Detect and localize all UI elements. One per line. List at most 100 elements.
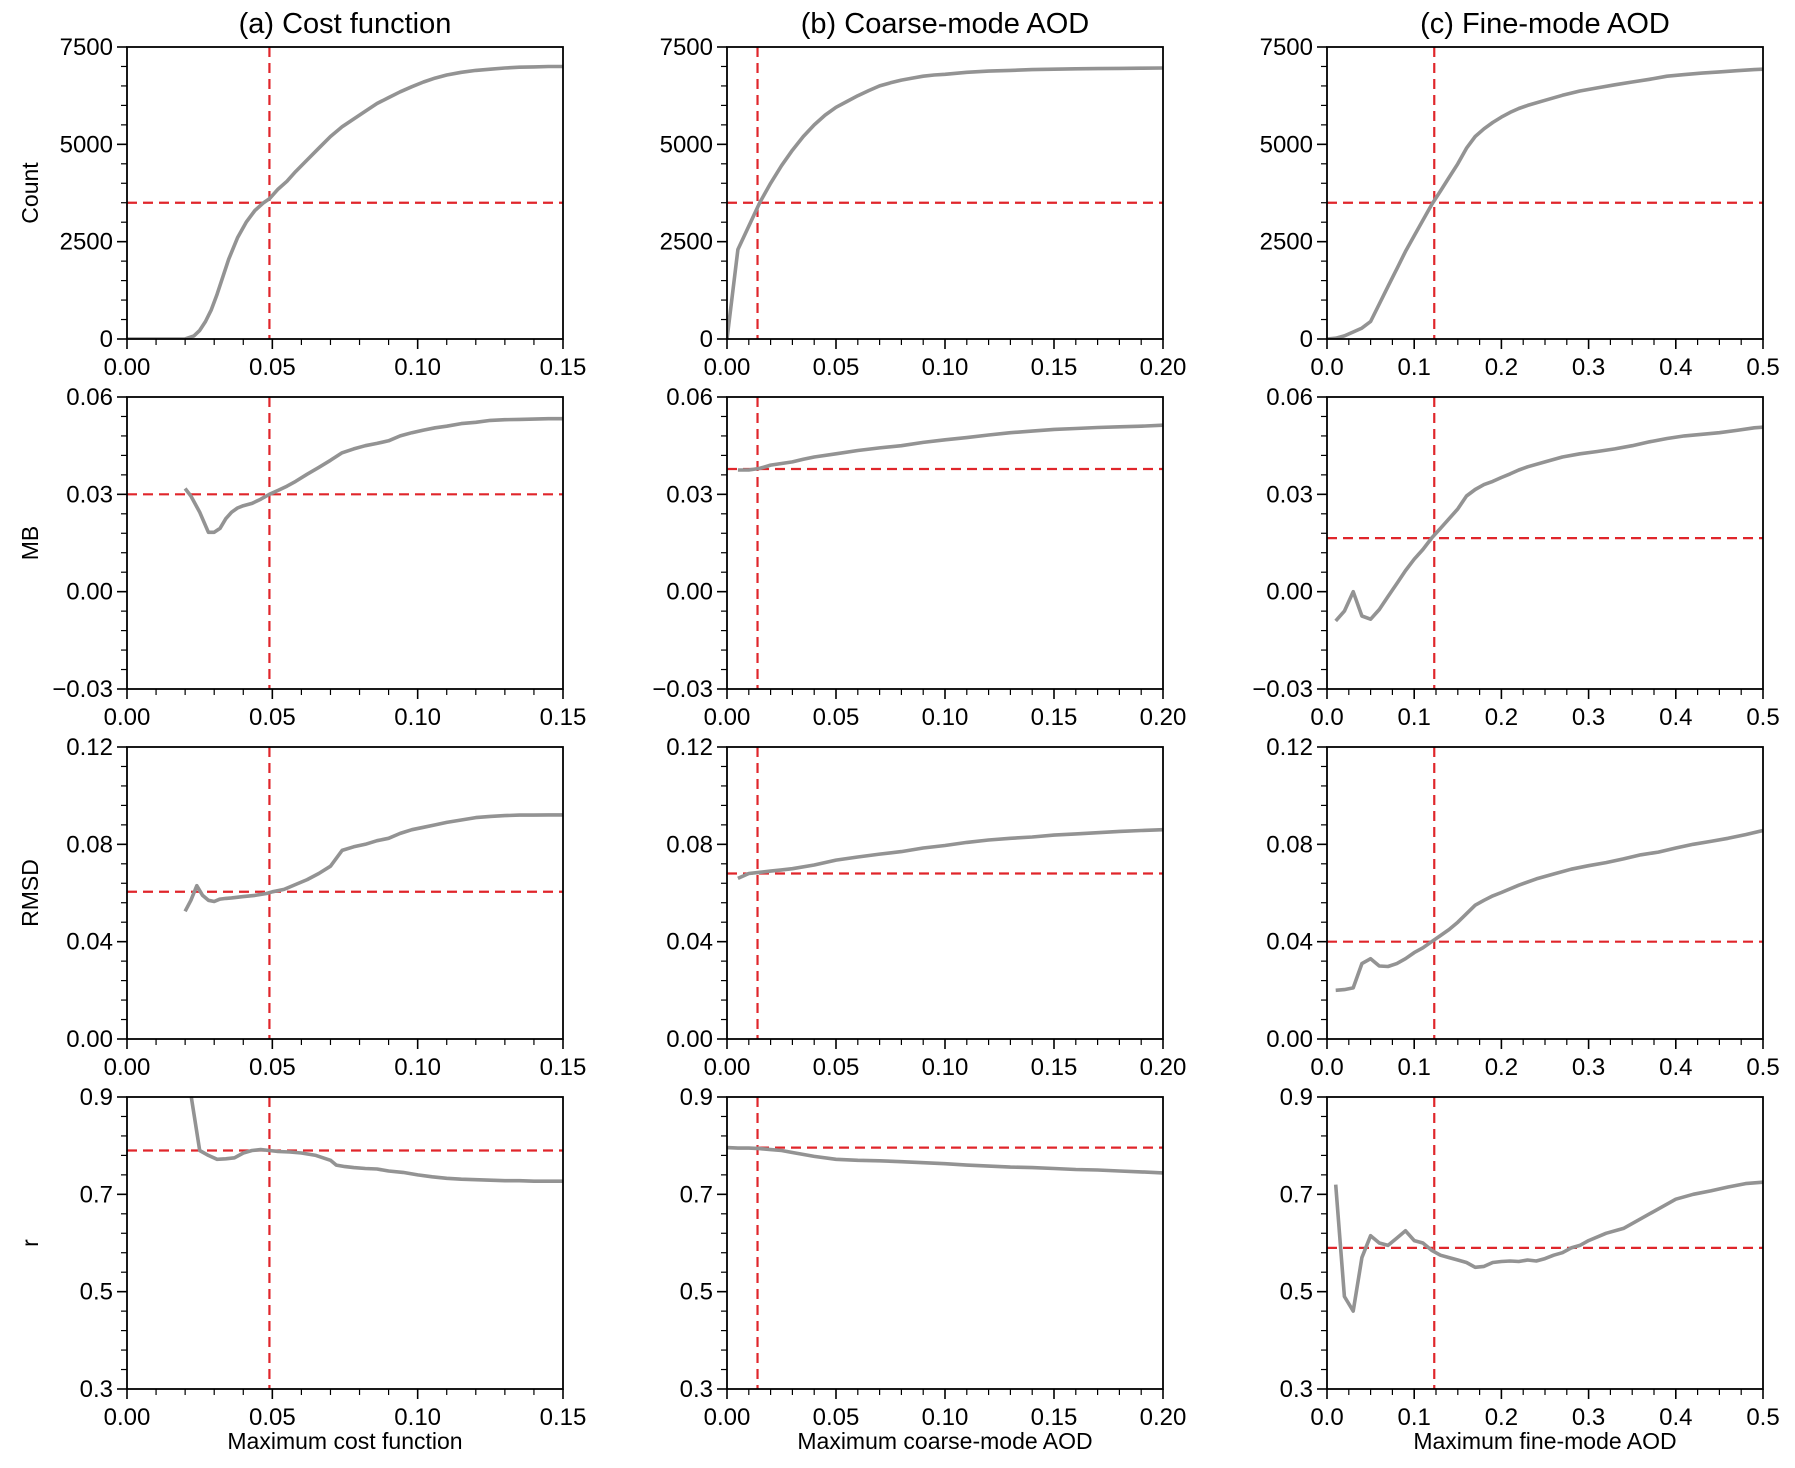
y-tick-label: 0.12 (66, 734, 113, 761)
x-tick-label: 0.20 (1140, 704, 1187, 731)
series-line (127, 64, 563, 339)
y-tick-label: 5000 (660, 131, 713, 158)
y-tick-label: 0.00 (666, 579, 713, 606)
x-tick-label: 0.00 (704, 1404, 751, 1431)
plot-frame (126, 396, 564, 690)
x-tick-label: 0.15 (540, 1054, 587, 1081)
x-tick-label: 0.10 (394, 1054, 441, 1081)
series-line (727, 1145, 1163, 1175)
plot-frame (726, 46, 1164, 340)
y-tick-label: −0.03 (1252, 676, 1313, 703)
plot-frame (126, 746, 564, 1040)
y-tick-label: 0.08 (66, 831, 113, 858)
y-tick-label: 0.3 (1280, 1376, 1313, 1403)
x-tick-label: 0.10 (394, 354, 441, 381)
y-tick-label: 0.5 (80, 1279, 113, 1306)
panel-c-rmsd: 0.00 0.04 0.08 0.12 0.0 0.1 0.2 0.3 0.4 0.5 (1266, 734, 1779, 1081)
y-tick-label: 0.7 (80, 1181, 113, 1208)
x-tick-label: 0.0 (1310, 1404, 1343, 1431)
x-tick-label: 0.1 (1398, 1054, 1431, 1081)
y-tick-label: 0.06 (1266, 384, 1313, 411)
y-tick-label: 2500 (660, 229, 713, 256)
y-tick-label: 0.03 (666, 481, 713, 508)
series-line (1333, 1180, 1763, 1313)
panel-b-r: 0.3 0.5 0.7 0.9 0.00 0.05 0.10 0.15 0.20 Maximum … (680, 1084, 1187, 1454)
x-tick-label: 0.2 (1485, 354, 1518, 381)
y-tick-label: 0.12 (666, 734, 713, 761)
y-tick-label: 0.04 (666, 929, 713, 956)
x-tick-label: 0.15 (540, 354, 587, 381)
x-tick-label: 0.05 (813, 1054, 860, 1081)
x-tick-label: 0.05 (249, 354, 296, 381)
series-line (1327, 67, 1763, 339)
column-title: (c) Fine-mode AOD (1420, 8, 1670, 40)
y-tick-label: 0.9 (80, 1084, 113, 1111)
y-tick-label: 5000 (60, 131, 113, 158)
x-tick-label: 0.5 (1746, 1054, 1779, 1081)
panel-c-r: 0.3 0.5 0.7 0.9 0.0 0.1 0.2 0.3 0.4 0.5 Maximum fi… (1280, 1084, 1780, 1454)
y-tick-label: −0.03 (52, 676, 113, 703)
x-tick-label: 0.10 (394, 1404, 441, 1431)
x-tick-label: 0.00 (104, 1054, 151, 1081)
y-tick-label: 0.00 (1266, 579, 1313, 606)
x-tick-label: 0.5 (1746, 1404, 1779, 1431)
y-tick-label: 0.9 (680, 1084, 713, 1111)
column-title: (b) Coarse-mode AOD (801, 8, 1090, 40)
x-tick-label: 0.20 (1140, 1054, 1187, 1081)
x-tick-label: 0.4 (1659, 704, 1692, 731)
series-line (183, 813, 563, 913)
series-line (1334, 425, 1763, 623)
x-tick-label: 0.05 (813, 704, 860, 731)
x-tick-label: 0.0 (1310, 354, 1343, 381)
y-tick-label: 0.00 (1266, 1026, 1313, 1053)
x-tick-label: 0.00 (704, 1054, 751, 1081)
x-tick-label: 0.5 (1746, 354, 1779, 381)
x-tick-label: 0.15 (540, 1404, 587, 1431)
x-tick-label: 0.05 (813, 354, 860, 381)
y-tick-label: −0.03 (652, 676, 713, 703)
x-tick-label: 0.4 (1659, 1404, 1692, 1431)
x-tick-label: 0.5 (1746, 704, 1779, 731)
series-line (1335, 828, 1763, 993)
plot-frame (1326, 46, 1764, 340)
y-tick-label: 0.06 (666, 384, 713, 411)
panel-c-mb: −0.03 0.00 0.03 0.06 0.0 0.1 0.2 0.3 0.4 0.5 (1252, 384, 1779, 731)
x-tick-label: 0.3 (1572, 1404, 1605, 1431)
y-tick-label: 0.3 (680, 1376, 713, 1403)
x-tick-label: 0.00 (704, 354, 751, 381)
panel-a-rmsd: 0.00 0.04 0.08 0.12 0.00 0.05 0.10 0.15 RMSD (17, 734, 586, 1081)
y-tick-label: 7500 (1260, 34, 1313, 61)
y-axis-label: MB (17, 526, 43, 561)
y-tick-label: 0.7 (680, 1181, 713, 1208)
x-tick-label: 0.10 (922, 1054, 969, 1081)
x-tick-label: 0.0 (1310, 704, 1343, 731)
y-tick-label: 0.5 (1280, 1279, 1313, 1306)
x-tick-label: 0.4 (1659, 354, 1692, 381)
x-tick-label: 0.3 (1572, 1054, 1605, 1081)
y-tick-label: 0 (100, 326, 113, 353)
plot-frame (1326, 1096, 1764, 1390)
x-tick-label: 0.2 (1485, 1054, 1518, 1081)
x-tick-label: 0.0 (1310, 1054, 1343, 1081)
plot-frame (726, 746, 1164, 1040)
y-axis-label: r (17, 1239, 43, 1247)
x-tick-label: 0.00 (104, 354, 151, 381)
y-tick-label: 0.08 (1266, 831, 1313, 858)
y-tick-label: 0.04 (1266, 929, 1313, 956)
x-tick-label: 0.3 (1572, 704, 1605, 731)
panel-c-count: 0 2500 5000 7500 0.0 0.1 0.2 0.3 0.4 0.5 (c) Fine-… (1260, 8, 1780, 381)
y-tick-label: 0.00 (66, 579, 113, 606)
x-tick-label: 0.1 (1398, 354, 1431, 381)
x-tick-label: 0.15 (1031, 354, 1078, 381)
x-tick-label: 0.00 (104, 704, 151, 731)
x-tick-label: 0.00 (704, 704, 751, 731)
panel-a-count: 0 2500 5000 7500 0.00 0.05 0.10 0.15 (a) Cost fu… (17, 8, 586, 381)
plot-frame (1326, 396, 1764, 690)
y-tick-label: 7500 (60, 34, 113, 61)
y-tick-label: 0 (700, 326, 713, 353)
x-axis-label: Maximum coarse-mode AOD (797, 1428, 1092, 1454)
y-tick-label: 0.7 (1280, 1181, 1313, 1208)
y-tick-label: 0.03 (66, 481, 113, 508)
